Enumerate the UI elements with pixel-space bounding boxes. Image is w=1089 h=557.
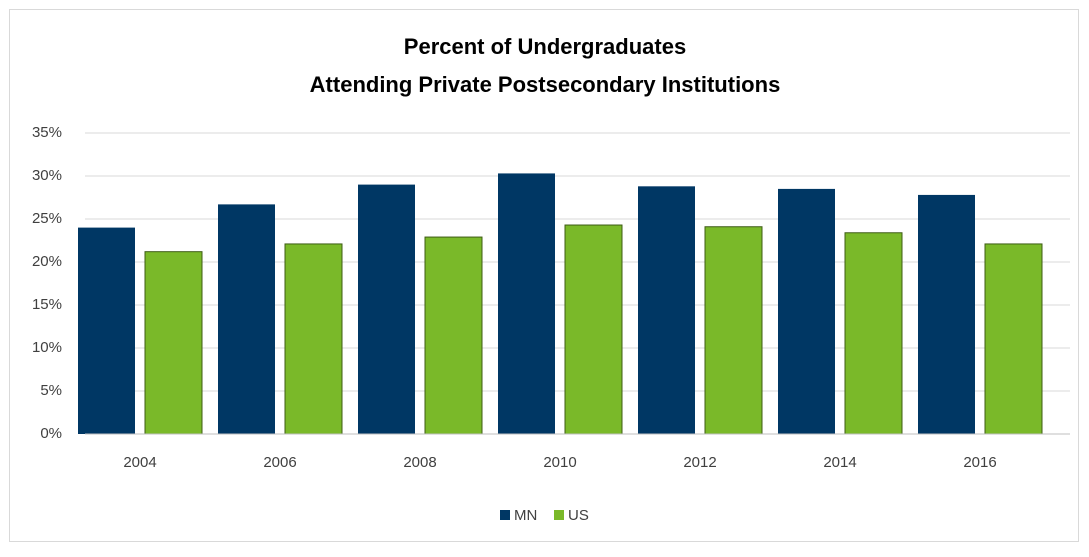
bar: [778, 188, 835, 434]
x-tick-label: 2004: [123, 454, 156, 471]
bar: [844, 232, 903, 435]
x-tick-label: 2016: [963, 454, 996, 471]
legend-label: MN: [514, 507, 537, 524]
bar: [498, 173, 555, 435]
chart-title: Attending Private Postsecondary Institut…: [310, 72, 781, 97]
bar: [78, 227, 135, 434]
bar: [984, 243, 1043, 435]
y-tick-label: 30%: [32, 167, 62, 184]
y-tick-label: 35%: [32, 124, 62, 141]
chart-title: Percent of Undergraduates: [404, 34, 686, 59]
bar: [358, 184, 415, 434]
x-tick-label: 2014: [823, 454, 856, 471]
y-tick-label: 10%: [32, 339, 62, 356]
y-tick-label: 15%: [32, 296, 62, 313]
y-tick-label: 25%: [32, 210, 62, 227]
y-tick-label: 20%: [32, 253, 62, 270]
bar: [638, 186, 695, 434]
legend-swatch: [500, 510, 510, 520]
legend-label: US: [568, 507, 589, 524]
bar: [918, 194, 975, 434]
bar: [284, 243, 343, 435]
x-tick-label: 2010: [543, 454, 576, 471]
x-tick-label: 2006: [263, 454, 296, 471]
y-tick-label: 5%: [40, 382, 62, 399]
x-tick-label: 2008: [403, 454, 436, 471]
bar: [564, 224, 623, 435]
y-tick-label: 0%: [40, 425, 62, 442]
x-tick-label: 2012: [683, 454, 716, 471]
bar: [218, 204, 275, 434]
legend-swatch: [554, 510, 564, 520]
bar: [144, 251, 203, 435]
bar: [704, 226, 763, 435]
bar: [424, 236, 483, 435]
